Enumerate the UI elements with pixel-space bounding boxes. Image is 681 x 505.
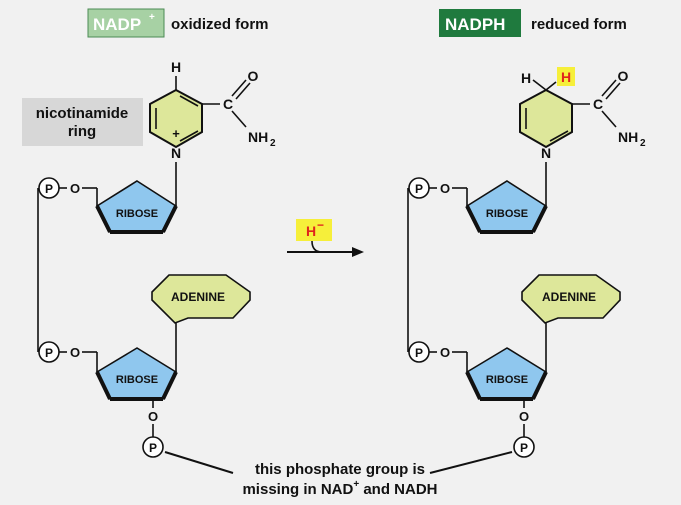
hydride-highlight: [296, 219, 332, 241]
nadp-title-badge: [87, 8, 165, 38]
hydride-charge: −: [317, 218, 324, 232]
hydride-label: H: [306, 223, 316, 239]
amide-sub-left: 2: [270, 138, 276, 149]
ribose-top-label-left: RIBOSE: [116, 208, 158, 220]
adenine-label-right: ADENINE: [542, 290, 596, 304]
svg-text:P: P: [415, 182, 423, 196]
svg-text:P: P: [45, 346, 53, 360]
ribose-top-right: [465, 180, 548, 233]
carbonyl-carbon-right: C: [593, 96, 603, 112]
added-hydrogen: H: [561, 69, 571, 85]
caption-line2: missing in NAD+ and NADH: [242, 479, 437, 498]
ring-charge-left: +: [172, 126, 180, 141]
adenine-right: [521, 274, 621, 324]
svg-text:P: P: [45, 182, 53, 196]
caption-pointer-left: [164, 451, 234, 474]
nicotinamide-label-box: [22, 98, 143, 146]
nicotinamide-label-line2: ring: [68, 123, 96, 140]
amide-sub-right: 2: [640, 138, 646, 149]
caption-pointer-right: [429, 451, 513, 474]
nadph-title: NADPH: [445, 15, 505, 34]
ring-hydrogen-left: H: [171, 59, 181, 75]
svg-text:P: P: [149, 441, 157, 455]
added-hydrogen-highlight: [557, 67, 575, 86]
ribose-bottom-label-right: RIBOSE: [486, 374, 528, 386]
svg-text:P: P: [520, 441, 528, 455]
oxygen-bottom-right: O: [519, 409, 529, 424]
nadp-title-charge: +: [149, 12, 155, 23]
nicotinamide-label-line1: nicotinamide: [36, 105, 129, 122]
svg-text:P: P: [415, 346, 423, 360]
nadph-molecule: NADPH reduced form H H N C O NH 2: [407, 9, 646, 458]
oxygen-top-left: O: [70, 181, 80, 196]
ribose-top-label-right: RIBOSE: [486, 208, 528, 220]
phosphate-bottom-right: [513, 436, 535, 458]
carbonyl-oxygen-right: O: [618, 68, 629, 84]
caption: this phosphate group is missing in NAD+ …: [164, 451, 513, 498]
nicotinamide-ring-right: [519, 88, 573, 149]
adenine-left: [151, 274, 251, 324]
nadp-title: NADP: [93, 15, 141, 34]
oxygen-mid-left: O: [70, 345, 80, 360]
reduced-form-label: reduced form: [531, 16, 627, 33]
ring-hydrogen-right: H: [521, 70, 531, 86]
ring-nitrogen-left: N: [171, 145, 181, 161]
adenine-label-left: ADENINE: [171, 290, 225, 304]
ring-nitrogen-right: N: [541, 145, 551, 161]
oxygen-top-right: O: [440, 181, 450, 196]
oxygen-bottom-left: O: [148, 409, 158, 424]
amide-nh-right: NH: [618, 129, 638, 145]
carbonyl-oxygen-left: O: [248, 68, 259, 84]
nadp-molecule: NADP + oxidized form nicotinamide ring H…: [22, 8, 276, 458]
phosphate-bottom-left: [142, 436, 164, 458]
caption-line1: this phosphate group is: [255, 461, 425, 478]
oxygen-mid-right: O: [440, 345, 450, 360]
carbonyl-carbon-left: C: [223, 96, 233, 112]
ribose-bottom-label-left: RIBOSE: [116, 374, 158, 386]
amide-nh-left: NH: [248, 129, 268, 145]
nadph-title-badge: [439, 9, 521, 37]
reaction-arrow: H −: [287, 218, 364, 257]
oxidized-form-label: oxidized form: [171, 16, 269, 33]
ribose-top-left: [95, 180, 178, 233]
